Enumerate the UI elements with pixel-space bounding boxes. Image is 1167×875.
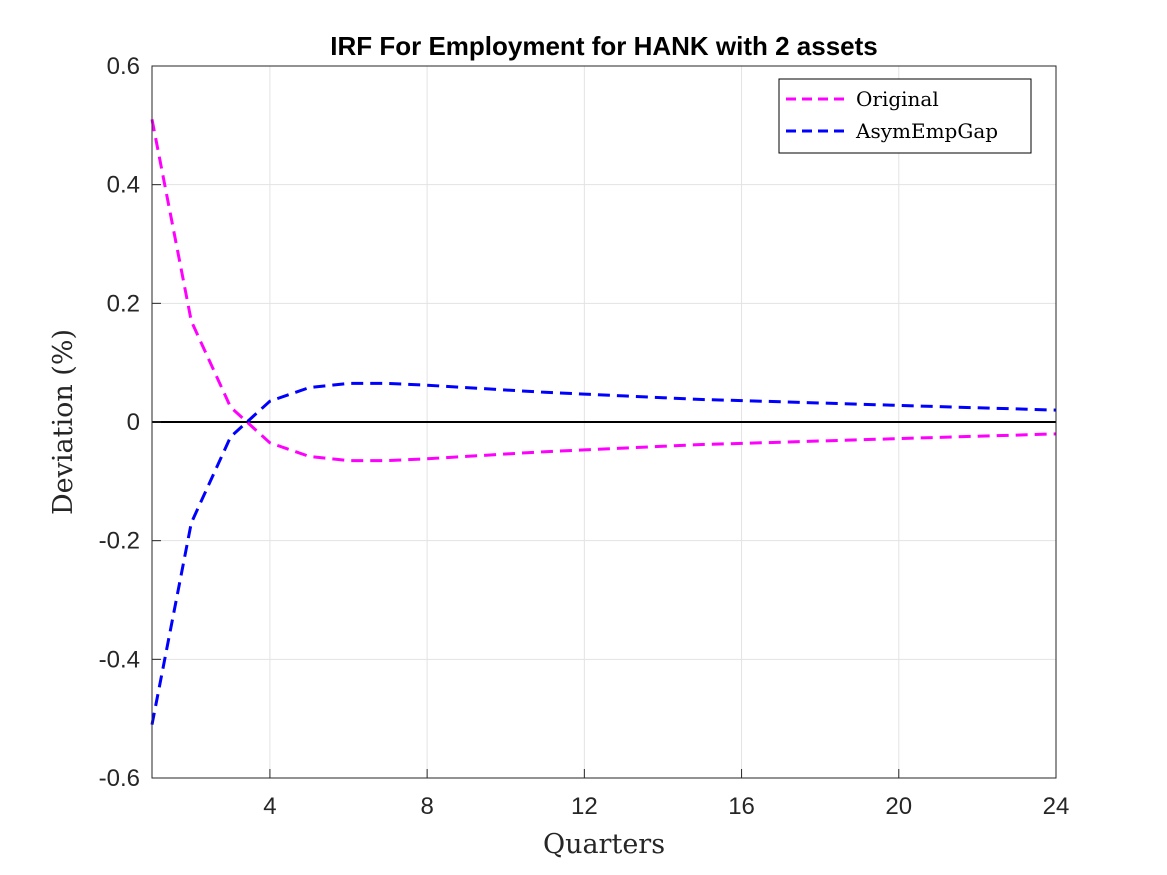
- y-tick-label: -0.2: [99, 528, 140, 555]
- series-layer: [150, 119, 1057, 725]
- y-axis-label: Deviation (%): [48, 329, 79, 515]
- legend-label-asymempgap: AsymEmpGap: [855, 119, 998, 143]
- legend-box: [778, 78, 1032, 154]
- x-tick-label: 24: [1043, 793, 1070, 820]
- series-line-asymempgap: [150, 381, 1057, 725]
- x-tick-label: 8: [420, 793, 433, 820]
- y-tick-label: -0.4: [99, 646, 140, 673]
- series-line-original: [150, 119, 1057, 463]
- x-tick-label: 4: [263, 793, 276, 820]
- x-tick-label: 12: [571, 793, 598, 820]
- y-tick-label: 0.2: [107, 290, 140, 317]
- chart-title: IRF For Employment for HANK with 2 asset…: [330, 31, 878, 61]
- y-tick-label: 0.6: [107, 53, 140, 80]
- y-tick-label: -0.6: [99, 765, 140, 792]
- x-tick-label: 20: [885, 793, 912, 820]
- y-tick-label: 0.4: [107, 172, 140, 199]
- legend-label-original: Original: [856, 87, 939, 111]
- x-axis-label: Quarters: [543, 829, 665, 860]
- axis-ticks: 4 8 12 16 20 24 -0.6 -0.4 -0.2 0 0.2 0.4 0.6: [99, 53, 1070, 820]
- legend: Original AsymEmpGap: [778, 78, 1032, 154]
- y-tick-label: 0: [127, 409, 140, 436]
- x-tick-label: 16: [728, 793, 755, 820]
